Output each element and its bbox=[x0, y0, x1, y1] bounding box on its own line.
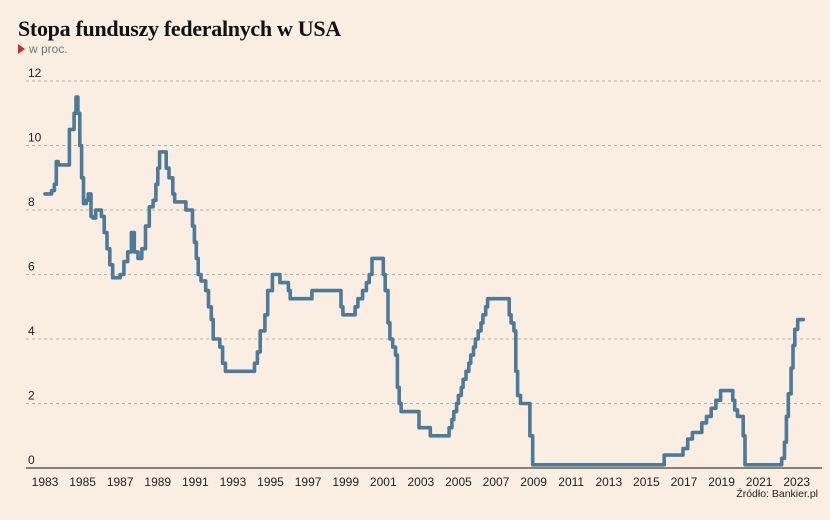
y-tick-label: 8 bbox=[28, 195, 35, 209]
x-tick-label: 2005 bbox=[445, 475, 472, 489]
x-tick-label: 1983 bbox=[32, 475, 59, 489]
x-tick-label: 2021 bbox=[746, 475, 773, 489]
x-tick-label: 1989 bbox=[144, 475, 171, 489]
x-tick-label: 1985 bbox=[69, 475, 96, 489]
x-tick-label: 1999 bbox=[332, 475, 359, 489]
series-line bbox=[43, 95, 806, 467]
x-tick-label: 2003 bbox=[408, 475, 435, 489]
x-tick-label: 2001 bbox=[370, 475, 397, 489]
chart-subtitle: w proc. bbox=[18, 42, 68, 56]
grid-lines bbox=[26, 80, 822, 404]
y-tick-label: 10 bbox=[28, 131, 42, 145]
chart-title: Stopa funduszy federalnych w USA bbox=[18, 16, 341, 41]
triangle-marker-icon bbox=[18, 44, 25, 54]
x-axis-labels: 1983 1985 1987 1989 1991 1993 1995 1997 1999 2001… bbox=[32, 475, 811, 489]
x-tick-label: 2015 bbox=[633, 475, 660, 489]
x-tick-label: 2023 bbox=[783, 475, 810, 489]
y-tick-label: 6 bbox=[28, 260, 35, 274]
x-tick-label: 2011 bbox=[558, 475, 584, 489]
y-tick-label: 2 bbox=[28, 389, 35, 403]
x-tick-label: 2017 bbox=[671, 475, 698, 489]
x-tick-label: 1993 bbox=[220, 475, 247, 489]
x-tick-label: 1991 bbox=[182, 475, 209, 489]
unit-label: w proc. bbox=[29, 42, 68, 56]
y-tick-label: 12 bbox=[28, 66, 42, 80]
x-tick-label: 1997 bbox=[295, 475, 322, 489]
y-tick-label: 4 bbox=[28, 324, 35, 338]
x-tick-label: 2013 bbox=[595, 475, 622, 489]
x-tick-label: 1987 bbox=[107, 475, 134, 489]
x-tick-label: 2007 bbox=[483, 475, 510, 489]
x-tick-label: 1995 bbox=[257, 475, 284, 489]
y-axis-labels: 0 2 4 6 8 10 12 bbox=[28, 66, 42, 467]
x-tick-label: 2009 bbox=[520, 475, 547, 489]
x-tick-label: 2019 bbox=[708, 475, 735, 489]
y-tick-label: 0 bbox=[28, 453, 35, 467]
source-note: Źródło: Bankier.pl bbox=[736, 488, 818, 500]
